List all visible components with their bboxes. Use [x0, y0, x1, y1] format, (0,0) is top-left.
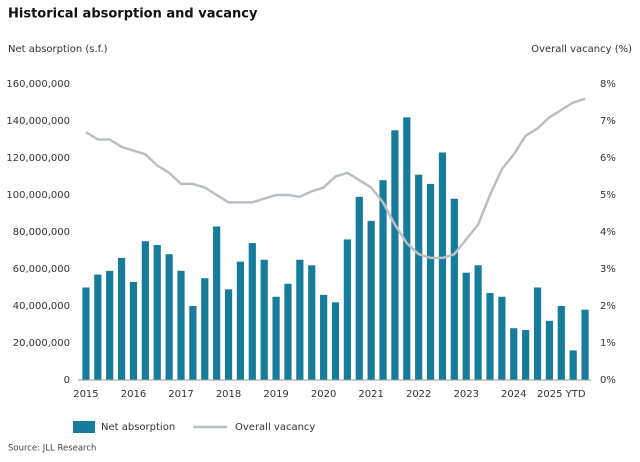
vacancy-line	[85, 97, 586, 260]
y-tick-label: 100,000,000	[6, 190, 70, 201]
bar	[129, 281, 138, 380]
bar	[284, 283, 292, 380]
bar	[438, 152, 447, 380]
bar	[117, 257, 126, 380]
x-tick-label: 2018	[216, 389, 241, 400]
bar	[510, 328, 518, 380]
bar	[153, 244, 161, 380]
bar	[474, 265, 482, 380]
y2-tick-label: 1%	[600, 338, 616, 349]
x-tick-label: 2021	[358, 389, 383, 400]
bar	[367, 220, 375, 380]
bar	[82, 287, 90, 380]
bar	[201, 278, 209, 380]
bar	[248, 243, 256, 380]
bar	[177, 270, 185, 380]
x-tick-label: 2016	[121, 389, 146, 400]
x-tick-label: 2019	[263, 389, 288, 400]
bar	[213, 226, 221, 380]
bar	[331, 302, 340, 380]
y-tick-label: 60,000,000	[13, 264, 70, 275]
bar	[498, 296, 506, 380]
legend-label: Net absorption	[101, 422, 175, 433]
bar	[522, 330, 530, 380]
x-tick-label: 2024	[501, 389, 526, 400]
bar	[165, 254, 173, 380]
bar	[236, 261, 245, 380]
y-tick-label: 160,000,000	[6, 79, 70, 90]
y2-tick-label: 8%	[600, 79, 616, 90]
bar	[355, 196, 363, 380]
bar	[486, 293, 494, 380]
y2-tick-label: 4%	[600, 227, 616, 238]
x-tick-label: 2020	[311, 389, 336, 400]
bar	[403, 117, 411, 381]
source: Source: JLL Research	[8, 444, 96, 454]
bar	[189, 306, 197, 380]
y2-tick-label: 2%	[600, 301, 616, 312]
bar	[569, 350, 577, 380]
bar	[391, 130, 399, 380]
bar	[426, 183, 435, 380]
x-tick-label: 2022	[406, 389, 431, 400]
x-tick-label: 2023	[453, 389, 478, 400]
bar	[379, 180, 387, 380]
y2-tick-label: 0%	[600, 375, 616, 386]
legend-label: Overall vacancy	[235, 422, 315, 433]
y-tick-label: 0	[64, 375, 70, 386]
x-tick-label: 2015	[73, 389, 98, 400]
bar	[272, 296, 280, 380]
bar	[545, 320, 554, 380]
y-tick-label: 40,000,000	[13, 301, 70, 312]
x-tick-label: 2025 YTD	[537, 389, 586, 400]
bar	[141, 241, 149, 380]
bar	[320, 294, 328, 380]
x-tick-label: 2017	[168, 389, 193, 400]
y2-axis-label: Overall vacancy (%)	[531, 44, 632, 55]
bar	[533, 287, 542, 380]
bar	[557, 306, 565, 380]
bar	[296, 259, 304, 380]
y2-tick-label: 6%	[600, 153, 616, 164]
y-axis-label: Net absorption (s.f.)	[8, 44, 108, 55]
bar	[260, 259, 268, 380]
bar	[462, 272, 470, 380]
y2-tick-label: 7%	[600, 116, 616, 127]
y-tick-label: 120,000,000	[6, 153, 70, 164]
bar	[308, 265, 316, 380]
y-tick-label: 20,000,000	[13, 338, 70, 349]
bar	[94, 274, 102, 380]
legend-swatch	[73, 421, 95, 433]
chart-title: Historical absorption and vacancy	[8, 7, 258, 22]
y2-tick-label: 3%	[600, 264, 616, 275]
bar	[415, 174, 423, 380]
bar	[581, 309, 589, 380]
bar	[106, 270, 114, 380]
bar	[450, 198, 458, 380]
bar	[224, 289, 233, 380]
y2-tick-label: 5%	[600, 190, 616, 201]
y-tick-label: 140,000,000	[6, 116, 70, 127]
y-tick-label: 80,000,000	[13, 227, 70, 238]
bar	[343, 239, 351, 380]
